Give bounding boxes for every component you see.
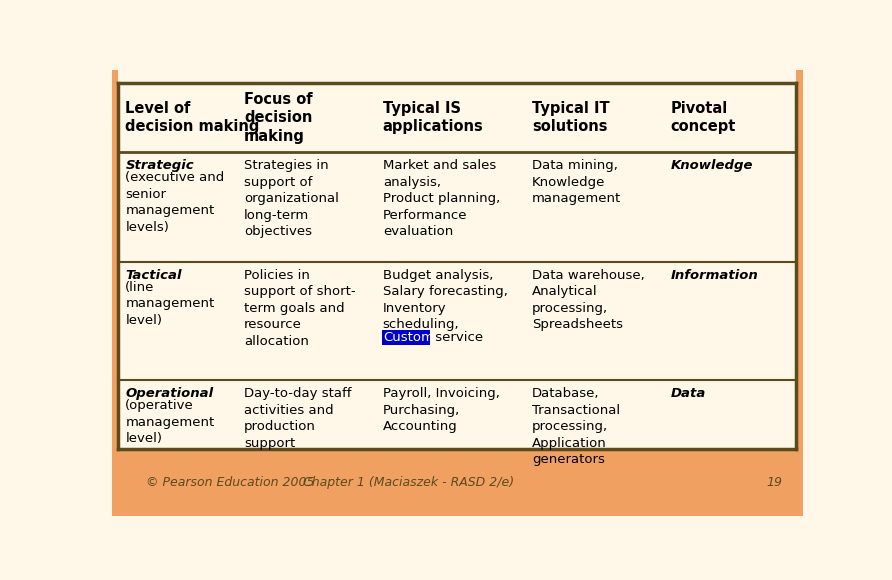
Text: Tactical: Tactical [125, 269, 182, 282]
Text: Chapter 1 (Maciaszek - RASD 2/e): Chapter 1 (Maciaszek - RASD 2/e) [303, 476, 515, 489]
Text: Focus of
decision
making: Focus of decision making [244, 92, 312, 144]
Text: Budget analysis,
Salary forecasting,
Inventory
scheduling,: Budget analysis, Salary forecasting, Inv… [383, 269, 508, 331]
Text: Customer: Customer [383, 331, 448, 344]
Bar [112, 70, 119, 516]
Text: Level of
decision making: Level of decision making [125, 101, 260, 135]
Text: service: service [431, 331, 483, 344]
Text: (executive and
senior
management
levels): (executive and senior management levels) [125, 172, 225, 234]
Text: Strategic: Strategic [125, 160, 194, 172]
Bar [796, 70, 803, 516]
Text: Strategies in
support of
organizational
long-term
objectives: Strategies in support of organizational … [244, 160, 339, 238]
Text: Typical IT
solutions: Typical IT solutions [532, 101, 609, 135]
Text: Payroll, Invoicing,
Purchasing,
Accounting: Payroll, Invoicing, Purchasing, Accounti… [383, 387, 500, 433]
Text: Operational: Operational [125, 387, 213, 400]
Text: Typical IS
applications: Typical IS applications [383, 101, 483, 135]
Text: Database,
Transactional
processing,
Application
generators: Database, Transactional processing, Appl… [532, 387, 620, 466]
Text: (line
management
level): (line management level) [125, 281, 215, 327]
Text: Market and sales
analysis,
Product planning,
Performance
evaluation: Market and sales analysis, Product plann… [383, 160, 500, 238]
Text: Data: Data [671, 387, 706, 400]
Text: Knowledge: Knowledge [671, 160, 753, 172]
Text: Policies in
support of short-
term goals and
resource
allocation: Policies in support of short- term goals… [244, 269, 356, 348]
Text: Day-to-day staff
activities and
production
support: Day-to-day staff activities and producti… [244, 387, 351, 450]
Text: © Pearson Education 2005: © Pearson Education 2005 [146, 476, 315, 489]
Text: 19: 19 [766, 476, 782, 489]
Bar [112, 449, 803, 516]
Text: Information: Information [671, 269, 758, 282]
Text: Pivotal
concept: Pivotal concept [671, 101, 736, 135]
Bar [382, 330, 431, 345]
Bar [119, 83, 796, 449]
Text: Data mining,
Knowledge
management: Data mining, Knowledge management [532, 160, 621, 205]
Text: Data warehouse,
Analytical
processing,
Spreadsheets: Data warehouse, Analytical processing, S… [532, 269, 645, 331]
Text: (operative
management
level): (operative management level) [125, 399, 215, 445]
